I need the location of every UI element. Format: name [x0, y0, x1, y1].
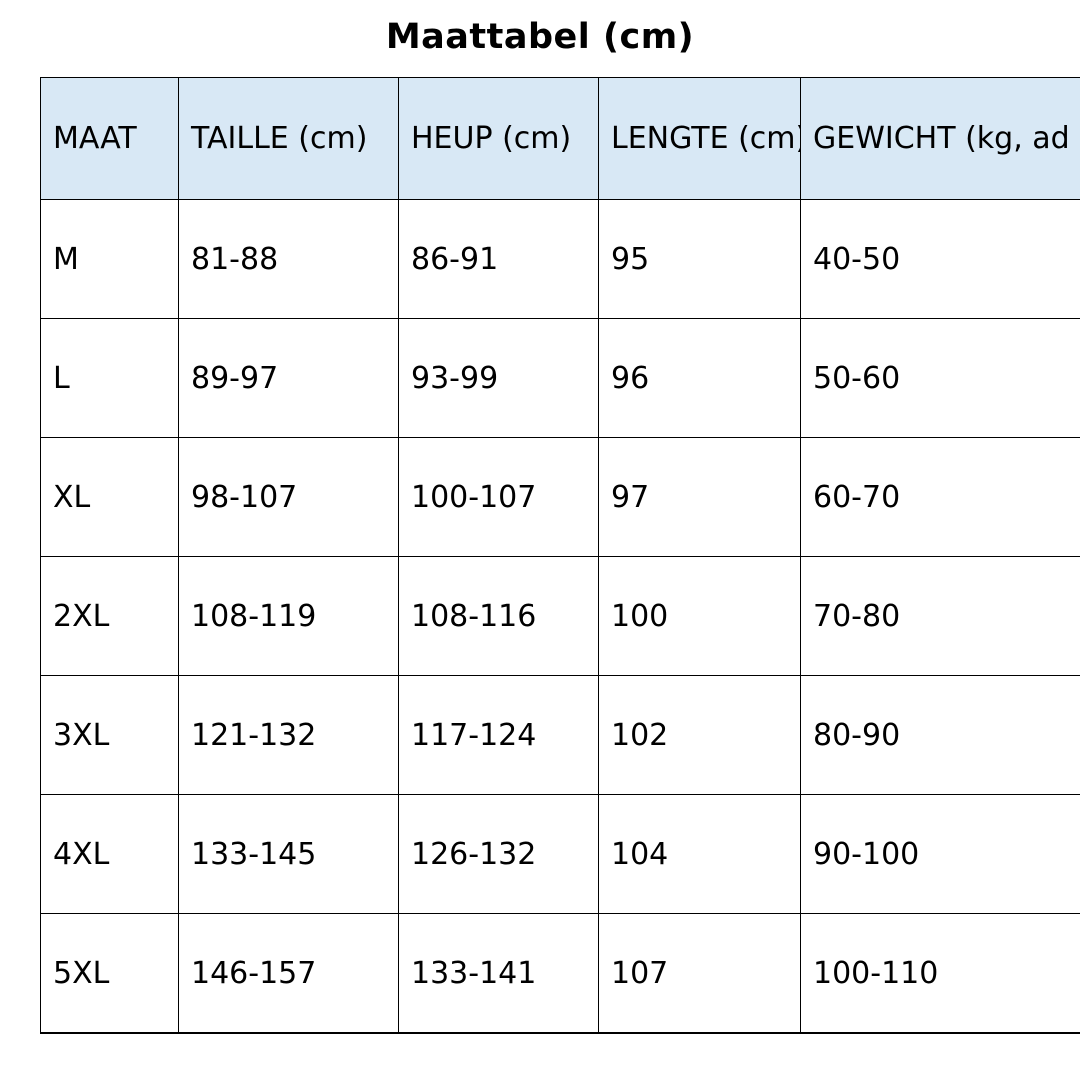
- measurement-cell: 133-145: [178, 794, 399, 914]
- size-table: MAAT TAILLE (cm) HEUP (cm) LENGTE (cm) GEWIC…: [40, 77, 1080, 1034]
- size-cell: 5XL: [40, 913, 179, 1034]
- measurement-cell: 146-157: [178, 913, 399, 1034]
- size-cell: 2XL: [40, 556, 179, 676]
- measurement-cell: 81-88: [178, 199, 399, 319]
- column-header: HEUP (cm): [398, 77, 599, 200]
- measurement-cell: 40-50: [800, 199, 1080, 319]
- measurement-cell: 100: [598, 556, 801, 676]
- size-table-body: M 81-88 86-91 95 40-50 L 89-97 93-99 96 50-60 XL 98…: [40, 199, 1080, 1034]
- table-row: 5XL 146-157 133-141 107 100-110: [40, 913, 1080, 1034]
- measurement-cell: 93-99: [398, 318, 599, 438]
- measurement-cell: 100-110: [800, 913, 1080, 1034]
- measurement-cell: 133-141: [398, 913, 599, 1034]
- measurement-cell: 89-97: [178, 318, 399, 438]
- size-cell: L: [40, 318, 179, 438]
- measurement-cell: 102: [598, 675, 801, 795]
- measurement-cell: 50-60: [800, 318, 1080, 438]
- measurement-cell: 104: [598, 794, 801, 914]
- column-header: LENGTE (cm): [598, 77, 801, 200]
- measurement-cell: 70-80: [800, 556, 1080, 676]
- size-cell: XL: [40, 437, 179, 557]
- measurement-cell: 108-116: [398, 556, 599, 676]
- table-row: 3XL 121-132 117-124 102 80-90: [40, 675, 1080, 795]
- measurement-cell: 108-119: [178, 556, 399, 676]
- measurement-cell: 98-107: [178, 437, 399, 557]
- measurement-cell: 80-90: [800, 675, 1080, 795]
- size-cell: 4XL: [40, 794, 179, 914]
- measurement-cell: 90-100: [800, 794, 1080, 914]
- table-row: 4XL 133-145 126-132 104 90-100: [40, 794, 1080, 914]
- column-header: MAAT: [40, 77, 179, 200]
- table-row: M 81-88 86-91 95 40-50: [40, 199, 1080, 319]
- measurement-cell: 60-70: [800, 437, 1080, 557]
- measurement-cell: 95: [598, 199, 801, 319]
- measurement-cell: 96: [598, 318, 801, 438]
- column-header: TAILLE (cm): [178, 77, 399, 200]
- measurement-cell: 97: [598, 437, 801, 557]
- measurement-cell: 86-91: [398, 199, 599, 319]
- table-header-row: MAAT TAILLE (cm) HEUP (cm) LENGTE (cm) GEWIC…: [40, 77, 1080, 200]
- size-cell: 3XL: [40, 675, 179, 795]
- measurement-cell: 126-132: [398, 794, 599, 914]
- size-cell: M: [40, 199, 179, 319]
- column-header: GEWICHT (kg, ad: [800, 77, 1080, 200]
- measurement-cell: 117-124: [398, 675, 599, 795]
- measurement-cell: 121-132: [178, 675, 399, 795]
- table-row: L 89-97 93-99 96 50-60: [40, 318, 1080, 438]
- measurement-cell: 100-107: [398, 437, 599, 557]
- table-row: XL 98-107 100-107 97 60-70: [40, 437, 1080, 557]
- table-row: 2XL 108-119 108-116 100 70-80: [40, 556, 1080, 676]
- measurement-cell: 107: [598, 913, 801, 1034]
- page-title: Maattabel (cm): [385, 17, 695, 57]
